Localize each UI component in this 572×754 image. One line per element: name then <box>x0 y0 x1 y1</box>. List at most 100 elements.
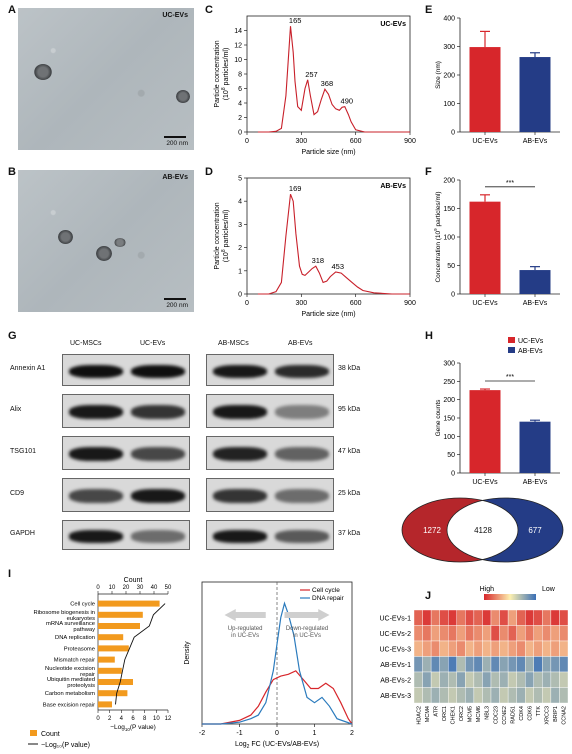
heatmap-cell <box>465 609 475 626</box>
heatmap-cell <box>533 640 543 657</box>
x-tick-label: 900 <box>404 138 416 145</box>
bar-ab-evs <box>519 421 551 473</box>
scale-text: 200 nm <box>166 140 188 147</box>
heatmap-col-label: NBL3 <box>485 706 491 720</box>
heatmap-row-label: AB-EVs-3 <box>380 693 411 700</box>
blot-band <box>213 530 267 543</box>
y-tick-label: 8 <box>238 72 242 79</box>
y-axis-label: Gene counts <box>435 399 442 437</box>
y-tick-label: 100 <box>443 101 455 108</box>
y-tick-label: 10 <box>234 57 242 64</box>
heatmap-cell <box>456 609 466 626</box>
pathway-label: Nucleotide excision <box>45 666 95 672</box>
blot-kda-label: 47 kDa <box>338 448 361 455</box>
x-tick-label: UC-EVs <box>472 300 498 307</box>
heatmap-cell <box>490 671 500 688</box>
heatmap-col-label: ORC2 <box>459 706 465 721</box>
plot-frame <box>246 177 411 295</box>
heatmap-cell <box>422 671 432 688</box>
size-distribution-line <box>257 26 410 133</box>
x-tick-label: 300 <box>295 300 307 307</box>
y-tick-label: 12 <box>234 43 242 50</box>
heatmap-cell <box>448 640 457 657</box>
heatmap-cell <box>448 687 457 704</box>
y-tick-label: 0 <box>451 130 455 137</box>
heatmap-cell <box>482 640 492 657</box>
down-regulated-arrow <box>284 609 330 621</box>
up-regulated-label: Up-regulated <box>228 626 263 632</box>
peak-label: 368 <box>321 79 334 88</box>
heatmap-cell <box>542 640 552 657</box>
blot-strip <box>62 354 190 386</box>
heatmap-cell <box>559 656 569 673</box>
y-tick-label: 400 <box>443 16 455 23</box>
pathway-label: Carbon metabolism <box>45 691 95 697</box>
x-axis-label: Log2 FC (UC-EVs/AB-EVs) <box>235 741 319 750</box>
y-axis-unit: (108 particles/ml) <box>221 210 230 263</box>
blot-band <box>69 405 123 420</box>
heatmap-col-label: BRIP1 <box>553 706 559 722</box>
heatmap-cell <box>439 671 449 688</box>
heatmap-cell <box>542 625 552 642</box>
top-tick-label: 10 <box>109 585 116 591</box>
heatmap-cell <box>430 671 440 688</box>
heatmap-cell <box>413 687 423 704</box>
peak-label: 318 <box>312 256 325 265</box>
vesicle <box>176 90 190 103</box>
blot-row-label: Annexin A1 <box>10 365 46 372</box>
significance-stars: *** <box>506 374 514 381</box>
tem-label: UC-EVs <box>162 12 188 19</box>
blot-strip <box>62 394 190 428</box>
blot-row-label: GAPDH <box>10 530 35 537</box>
heatmap-cell <box>473 640 483 657</box>
heatmap-cell <box>533 609 543 626</box>
heatmap-cell <box>448 609 457 626</box>
heatmap-cell <box>550 687 560 704</box>
heatmap-row-label: UC-EVs-2 <box>379 631 411 638</box>
y-tick-label: 5 <box>238 176 242 183</box>
blot-band <box>213 364 267 379</box>
top-tick-label: 0 <box>96 585 100 591</box>
heatmap-cell <box>482 687 492 704</box>
heatmap-row-label: UC-EVs-3 <box>379 646 411 653</box>
count-bar <box>98 634 124 641</box>
y-tick-label: 100 <box>443 235 455 242</box>
legend-swatch-count <box>30 730 37 736</box>
tem-image-uc-evs: UC-EVs 200 nm <box>18 8 194 150</box>
pathway-label: mRNA surveillance <box>46 621 95 627</box>
y-axis-label: Density <box>184 641 191 665</box>
down-regulated-label: Down-regulated <box>286 626 328 632</box>
blot-band <box>131 447 185 462</box>
bar-uc-evs <box>469 47 501 132</box>
peak-label: 257 <box>305 70 318 79</box>
blot-band <box>69 364 123 379</box>
y-tick-label: 200 <box>443 397 455 404</box>
legend-label-count: Count <box>41 731 60 738</box>
y-tick-label: 0 <box>238 292 242 299</box>
color-scale <box>484 594 536 600</box>
heatmap-col-label: ATR <box>433 706 439 717</box>
heatmap-cell <box>550 625 560 642</box>
blot-band <box>69 530 123 543</box>
panel-letter-j: J <box>425 590 432 602</box>
heatmap-col-label: CCNE2 <box>502 706 508 725</box>
blot-column-ab-mscs: AB-MSCs <box>218 340 249 347</box>
heatmap-cell <box>542 671 552 688</box>
bottom-tick-label: 0 <box>96 716 100 722</box>
blot-row-label: TSG101 <box>10 448 37 455</box>
y-tick-label: 14 <box>234 28 242 35</box>
bar-uc-evs <box>469 201 501 294</box>
panel-letter-c: C <box>205 4 213 16</box>
density-line <box>202 601 353 725</box>
x-tick-label: -1 <box>236 730 242 737</box>
heatmap-row-label: UC-EVs-1 <box>379 615 411 622</box>
blot-band <box>131 405 185 420</box>
heatmap-cell <box>413 609 423 626</box>
legend-label: Cell cycle <box>312 587 340 594</box>
x-tick-label: 0 <box>245 138 249 145</box>
heatmap-cell <box>422 687 432 704</box>
heatmap-cell <box>448 625 457 642</box>
panel-letter-i: I <box>8 568 12 580</box>
